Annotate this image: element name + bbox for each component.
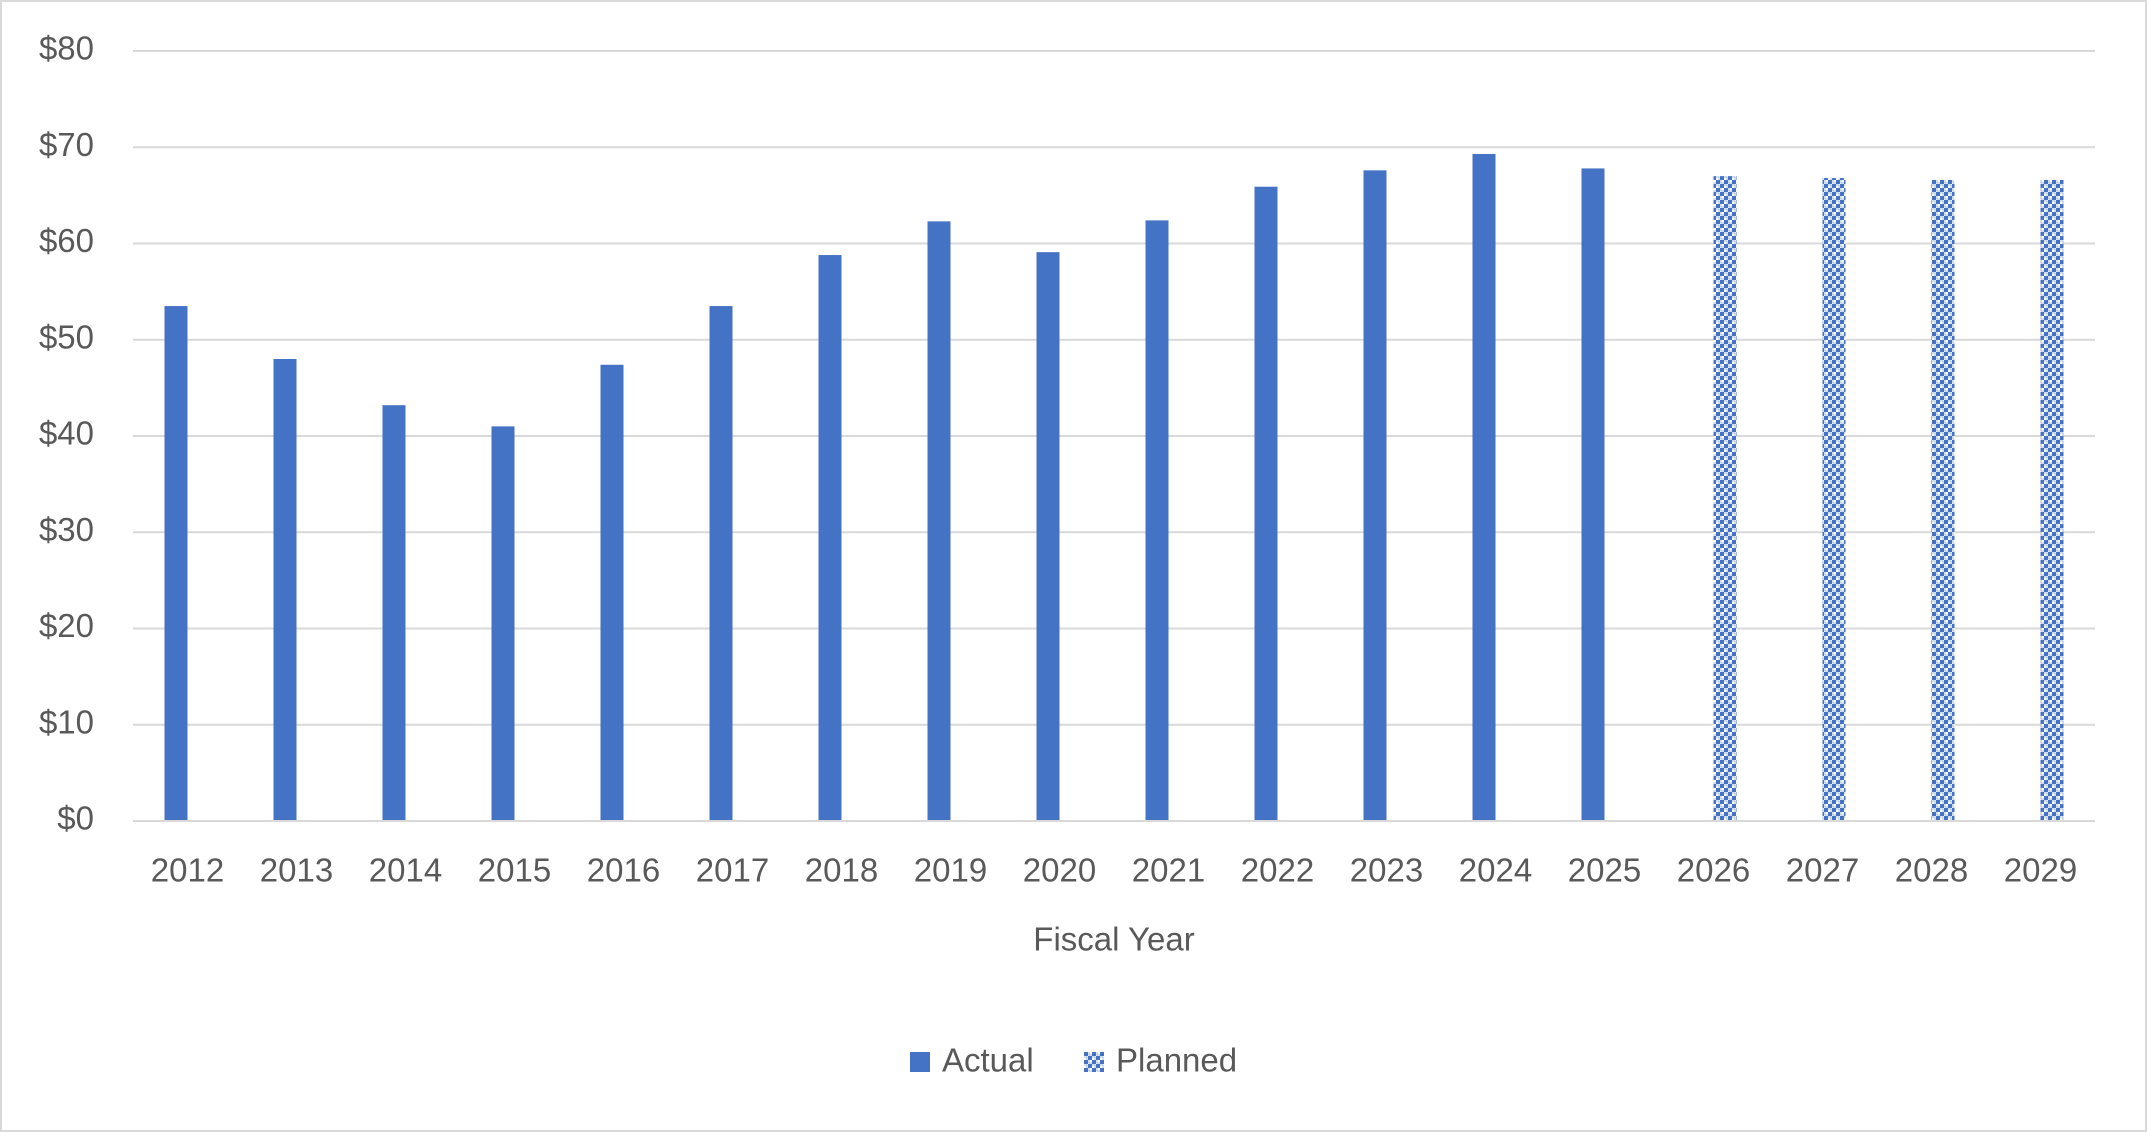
x-tick-label: 2027: [1786, 852, 1859, 889]
bar: [1713, 176, 1737, 821]
x-tick-label: 2015: [478, 852, 551, 889]
bar: [927, 221, 951, 822]
y-tick-label: $60: [39, 222, 94, 259]
y-tick-label: $0: [57, 800, 94, 837]
legend-label: Actual: [942, 1042, 1034, 1079]
y-tick-label: $20: [39, 607, 94, 644]
bar: [491, 426, 515, 821]
x-tick-label: 2024: [1459, 852, 1532, 889]
legend-swatch: [910, 1052, 930, 1072]
y-tick-label: $10: [39, 703, 94, 740]
x-tick-label: 2020: [1023, 852, 1096, 889]
x-tick-label: 2023: [1350, 852, 1423, 889]
bar: [818, 255, 842, 822]
bar: [1036, 252, 1060, 822]
x-tick-label: 2018: [805, 852, 878, 889]
y-tick-label: $50: [39, 318, 94, 355]
y-tick-label: $40: [39, 415, 94, 452]
y-tick-label: $80: [39, 30, 94, 67]
bar: [1822, 178, 1846, 822]
x-tick-label: 2013: [260, 852, 333, 889]
x-tick-label: 2019: [914, 852, 987, 889]
x-tick-label: 2022: [1241, 852, 1314, 889]
bar: [2040, 179, 2064, 822]
bar: [273, 359, 297, 821]
bar: [164, 306, 188, 821]
x-tick-label: 2025: [1568, 852, 1641, 889]
x-axis-title: Fiscal Year: [1033, 921, 1194, 958]
bar: [1581, 168, 1605, 822]
x-tick-label: 2012: [151, 852, 224, 889]
x-tick-label: 2017: [696, 852, 769, 889]
x-tick-label: 2021: [1132, 852, 1205, 889]
bar: [1472, 153, 1496, 822]
bar: [1145, 220, 1169, 821]
legend-label: Planned: [1116, 1042, 1237, 1079]
bar: [1363, 170, 1387, 822]
x-tick-label: 2029: [2004, 852, 2077, 889]
legend-swatch: [1084, 1052, 1104, 1072]
x-tick-label: 2016: [587, 852, 660, 889]
bar: [600, 364, 624, 821]
x-tick-label: 2014: [369, 852, 442, 889]
x-tick-label: 2026: [1677, 852, 1750, 889]
bar: [1931, 179, 1955, 822]
bar: [382, 405, 406, 821]
bar: [709, 306, 733, 821]
y-tick-label: $30: [39, 511, 94, 548]
x-tick-label: 2028: [1895, 852, 1968, 889]
y-tick-label: $70: [39, 126, 94, 163]
bar: [1254, 186, 1278, 821]
